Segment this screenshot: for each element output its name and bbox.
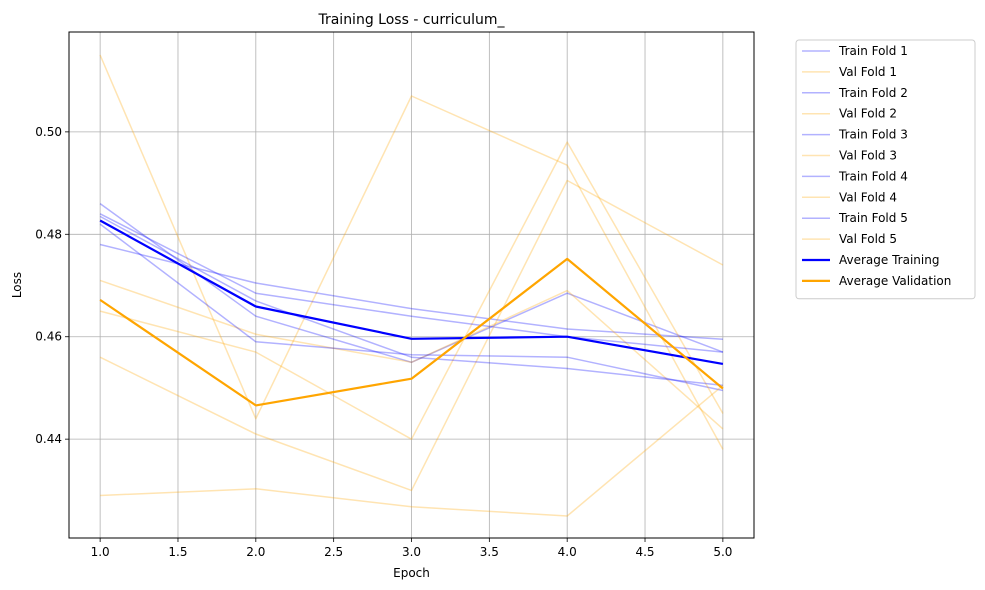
x-tick-label: 4.0 — [558, 545, 577, 559]
y-tick-label: 0.48 — [35, 227, 62, 241]
legend-label: Train Fold 1 — [838, 44, 908, 58]
y-axis-label: Loss — [10, 272, 24, 298]
legend: Train Fold 1 Val Fold 1 Train Fold 2 Val Fo… — [795, 39, 976, 300]
x-tick-label: 2.0 — [246, 545, 265, 559]
series-line-train-fold-5 — [99, 215, 723, 387]
series-line-val-fold-1 — [99, 54, 724, 450]
series-line-average-validation — [99, 257, 724, 407]
y-axis: 0.44 0.46 0.48 0.50 — [35, 125, 69, 446]
legend-label: Val Fold 3 — [839, 149, 897, 163]
series-line-average-training — [99, 219, 724, 365]
series-line-train-fold-2 — [99, 243, 723, 341]
x-axis: 1.0 1.5 2.0 2.5 3.0 3.5 4.0 4.5 5.0 — [91, 538, 732, 559]
x-tick-label: 4.5 — [635, 545, 654, 559]
series-line-val-fold-4 — [99, 179, 724, 492]
legend-label: Average Validation — [839, 274, 951, 288]
x-tick-label: 3.5 — [480, 545, 499, 559]
y-tick-label: 0.46 — [35, 330, 62, 344]
y-tick-label: 0.44 — [35, 432, 62, 446]
x-tick-label: 1.0 — [91, 545, 110, 559]
x-axis-label: Epoch — [393, 566, 430, 580]
x-tick-label: 2.5 — [324, 545, 343, 559]
legend-label: Val Fold 1 — [839, 65, 897, 79]
grid — [69, 32, 754, 538]
series-line-val-fold-3 — [99, 141, 724, 440]
legend-label: Train Fold 5 — [838, 211, 908, 225]
legend-label: Train Fold 3 — [838, 128, 908, 142]
chart-title: Training Loss - curriculum_ — [317, 12, 505, 28]
x-tick-label: 3.0 — [402, 545, 421, 559]
legend-label: Val Fold 5 — [839, 232, 897, 246]
legend-label: Val Fold 2 — [839, 107, 897, 121]
series-layer — [99, 54, 724, 517]
x-tick-label: 5.0 — [713, 545, 732, 559]
legend-label: Train Fold 2 — [838, 86, 908, 100]
legend-label: Train Fold 4 — [838, 169, 908, 183]
legend-label: Val Fold 4 — [839, 190, 897, 204]
series-line-val-fold-2 — [99, 279, 724, 430]
y-tick-label: 0.50 — [35, 125, 62, 139]
legend-label: Average Training — [839, 253, 939, 267]
x-tick-label: 1.5 — [168, 545, 187, 559]
legend-box — [795, 39, 976, 300]
series-line-train-fold-3 — [99, 223, 724, 392]
series-line-val-fold-5 — [100, 384, 724, 517]
series-line-train-fold-4 — [99, 213, 723, 353]
